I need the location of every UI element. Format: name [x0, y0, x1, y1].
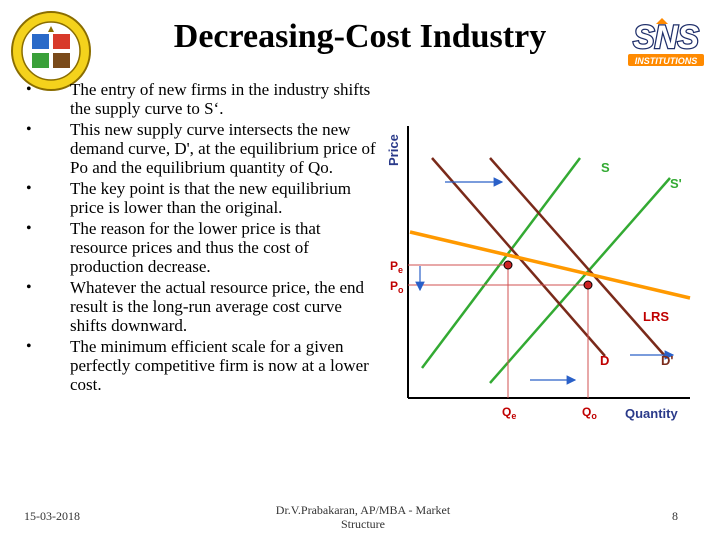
pe-letter: P: [390, 259, 398, 273]
lrs-label: LRS: [643, 309, 669, 324]
s-label: S: [601, 160, 610, 175]
qo-label: Qo: [582, 405, 597, 421]
bullet-item: • The reason for the lower price is that…: [26, 219, 376, 276]
bullet-item: • The key point is that the new equilibri…: [26, 179, 376, 217]
bullet-marker: •: [26, 279, 32, 296]
bullet-list: • The entry of new firms in the industry …: [26, 80, 376, 396]
demand-curve-d-prime: [489, 157, 666, 357]
pe-subscript: e: [398, 265, 403, 275]
bullet-text: The entry of new firms in the industry s…: [70, 80, 371, 118]
bullet-marker: •: [26, 338, 32, 355]
bullet-marker: •: [26, 121, 32, 138]
qo-subscript: o: [591, 411, 597, 421]
page-number: 8: [672, 509, 678, 523]
po-label: Po: [390, 279, 404, 295]
bullet-item: • The entry of new firms in the industry …: [26, 80, 376, 118]
d-label: D: [600, 353, 609, 368]
s-prime-label: S': [670, 176, 682, 191]
bullet-marker: •: [26, 81, 32, 98]
bullet-item: • Whatever the actual resource price, the…: [26, 278, 376, 335]
pe-label: Pe: [390, 259, 403, 275]
new-equilibrium-point: [583, 280, 593, 290]
supply-curve-s-prime: [489, 177, 671, 384]
supply-curve-s: [421, 157, 581, 369]
bullet-marker: •: [26, 180, 32, 197]
bullet-text: Whatever the actual resource price, the …: [70, 278, 365, 335]
qe-label: Qe: [502, 405, 516, 421]
footer-author-line2: Structure: [341, 517, 385, 531]
bullet-text: This new supply curve intersects the new…: [70, 120, 376, 177]
lrs-curve: [409, 230, 691, 300]
footer-date: 15-03-2018: [24, 509, 80, 523]
y-axis-label: Price: [386, 134, 401, 166]
bullet-text: The minimum efficient scale for a given …: [70, 337, 369, 394]
bullet-text: The reason for the lower price is that r…: [70, 219, 321, 276]
x-axis-label: Quantity: [625, 406, 678, 421]
original-equilibrium-point: [503, 260, 513, 270]
qe-letter: Q: [502, 405, 511, 419]
decreasing-cost-graph: Price Quantity S S' D D' LRS Pe Po: [386, 126, 691, 421]
d-prime-label: D': [661, 353, 673, 368]
bullet-text: The key point is that the new equilibriu…: [70, 179, 351, 217]
qe-subscript: e: [511, 411, 516, 421]
slide-title: Decreasing-Cost Industry: [173, 18, 547, 55]
po-subscript: o: [398, 285, 404, 295]
bullet-item: • This new supply curve intersects the ne…: [26, 120, 376, 177]
svg-text:INSTITUTIONS: INSTITUTIONS: [635, 56, 698, 66]
qo-letter: Q: [582, 405, 591, 419]
footer-author: Dr.V.Prabakaran, AP/MBA - Market Structu…: [258, 503, 468, 531]
bullet-marker: •: [26, 220, 32, 237]
bullet-item: • The minimum efficient scale for a given…: [26, 337, 376, 394]
footer-author-line1: Dr.V.Prabakaran, AP/MBA - Market: [275, 503, 451, 517]
svg-text:SNS: SNS: [633, 19, 699, 55]
sns-institutions-logo: SNS INSTITUTIONS: [628, 18, 704, 66]
institution-emblem-icon: [11, 11, 91, 91]
po-letter: P: [390, 279, 398, 293]
